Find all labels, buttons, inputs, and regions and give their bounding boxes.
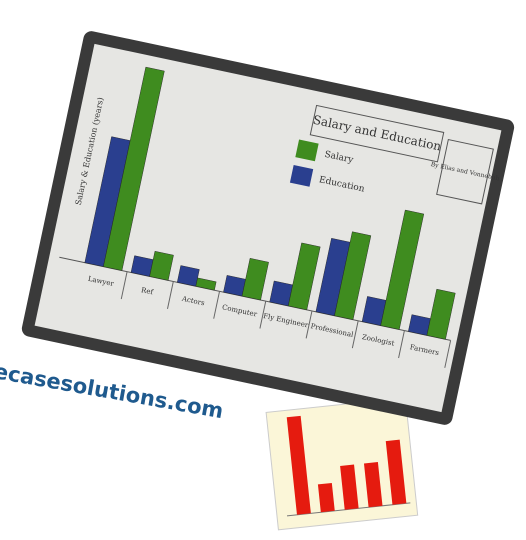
x-tick-label: Ref (140, 286, 155, 297)
category-divider (213, 291, 221, 319)
bar (103, 66, 165, 271)
bar (380, 209, 425, 330)
bar (426, 288, 456, 340)
category-divider (398, 330, 405, 359)
bar (149, 250, 174, 281)
bar (334, 231, 372, 320)
category-divider (351, 320, 359, 349)
photo-frame: Salary and Education By Elias and Vonneb… (21, 31, 515, 425)
category-divider (120, 271, 128, 300)
bar (130, 255, 154, 277)
bar (241, 258, 269, 301)
bar (223, 275, 246, 297)
thumbnail-bar (363, 462, 383, 508)
category-divider (444, 340, 452, 368)
category-divider (167, 281, 174, 309)
author-box (436, 138, 494, 205)
category-divider (259, 301, 267, 329)
thumbnail-chart (265, 397, 419, 531)
legend-swatch (295, 139, 319, 162)
legend-swatch (289, 164, 314, 187)
bar (195, 277, 217, 291)
bar (408, 314, 431, 336)
thumbnail-bar (340, 464, 359, 510)
title-box (309, 104, 445, 163)
thumbnail-bar (317, 482, 335, 513)
thumbnail-bar (385, 439, 407, 505)
bar (176, 265, 200, 287)
thumbnail-bar (286, 415, 311, 515)
bar (288, 242, 321, 311)
category-divider (305, 310, 313, 339)
